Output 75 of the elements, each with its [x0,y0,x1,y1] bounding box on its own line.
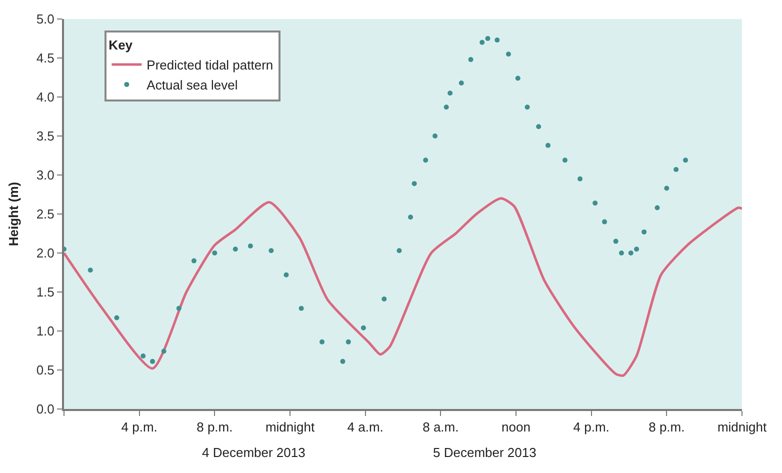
point [346,339,351,344]
point [618,250,624,256]
text: 4 December 2013 [202,445,306,460]
point [458,80,464,86]
point [536,124,542,130]
point [114,315,120,320]
point [360,325,366,330]
x-tick-label: 4 p.m. [573,420,610,435]
point [161,348,166,354]
point [683,158,688,163]
x-tick-label: 4 p.m. [121,420,158,435]
point [628,250,634,256]
point [480,40,485,45]
point [468,57,474,62]
point [396,248,402,254]
point [382,296,387,302]
point [546,142,551,148]
point [642,229,647,234]
point [432,134,438,138]
y-tick-label: 2.0 [36,246,54,261]
point [232,246,238,252]
y-axis-title: Height (m) [6,182,21,246]
point [212,250,218,256]
y-tick-label: 5.0 [36,12,54,27]
point [88,268,93,273]
point [494,38,500,43]
legend-label: Predicted tidal pattern [146,58,274,73]
point [140,353,146,358]
point [444,104,449,110]
point [340,358,346,364]
y-tick-label: 2.5 [36,206,54,222]
y-tick-label: 0.5 [36,362,54,378]
point [664,186,670,191]
x-tick-label: midnight [265,420,315,435]
point [423,158,428,163]
y-tick-label: 3.0 [36,168,54,183]
point [578,176,583,182]
point [674,167,679,172]
y-tick-label: 4.5 [36,50,54,66]
point [408,214,414,220]
point [592,200,598,206]
point [524,104,530,110]
legend-label: Actual sea level [146,78,238,93]
point [320,339,325,344]
y-tick-label: 1.0 [36,324,54,339]
point [176,306,182,311]
y-tick-label: 1.5 [36,284,54,300]
point [298,306,304,311]
point [634,246,640,252]
point [485,36,490,41]
point [150,358,156,364]
point [191,258,196,264]
line-series [64,197,742,377]
x-tick-label: noon [502,420,530,435]
point [268,248,274,254]
y-tick-label: 0.0 [36,402,54,417]
point [448,90,453,96]
x-tick-label: 4 a.m. [347,420,384,435]
point [515,76,520,81]
point [602,219,608,224]
point [248,243,253,248]
text: 5 December 2013 [433,445,536,460]
point [412,181,417,186]
x-tick-label: 8 a.m. [422,420,459,435]
legend-title: Key [108,38,134,53]
x-tick-label: 8 p.m. [196,420,233,435]
point [654,205,660,210]
y-tick-label: 4.0 [36,90,54,105]
point [284,272,289,278]
point [613,238,618,244]
x-tick-label: midnight [717,420,767,435]
point [562,158,568,163]
y-tick-label: 3.5 [36,128,54,144]
x-tick-label: 8 p.m. [648,420,685,435]
point [506,52,511,57]
